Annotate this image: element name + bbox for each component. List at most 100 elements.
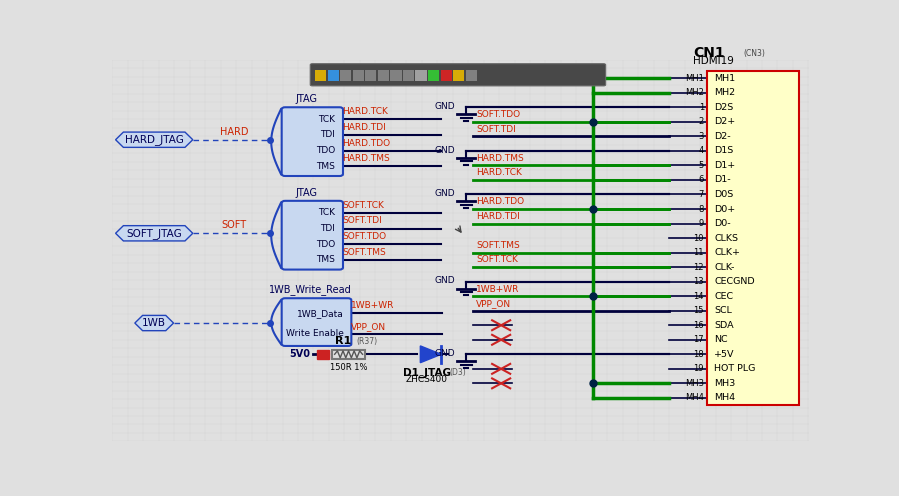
Bar — [403, 70, 414, 81]
Text: 1: 1 — [699, 103, 704, 112]
Text: VPP_ON: VPP_ON — [476, 299, 512, 308]
Text: CECGND: CECGND — [715, 277, 755, 286]
Text: D0-: D0- — [715, 219, 731, 228]
Bar — [316, 350, 329, 359]
Text: SDA: SDA — [715, 321, 734, 330]
Bar — [316, 70, 326, 81]
FancyBboxPatch shape — [281, 298, 352, 346]
Text: SOFT.TDO: SOFT.TDO — [343, 232, 387, 241]
Text: SOFT.TDI: SOFT.TDI — [476, 124, 516, 134]
Text: HARD.TMS: HARD.TMS — [343, 154, 390, 163]
Text: 7: 7 — [699, 190, 704, 199]
Text: GND: GND — [434, 349, 455, 358]
Text: (D3): (D3) — [449, 368, 466, 376]
Text: 14: 14 — [693, 292, 704, 301]
Text: 2: 2 — [699, 118, 704, 126]
Text: SOFT.TDI: SOFT.TDI — [343, 216, 382, 226]
Text: Write Enable: Write Enable — [286, 329, 343, 338]
Text: 9: 9 — [699, 219, 704, 228]
Polygon shape — [116, 226, 192, 241]
Text: HARD.TCK: HARD.TCK — [476, 168, 522, 177]
Text: 3: 3 — [699, 132, 704, 141]
Text: 10: 10 — [693, 234, 704, 243]
Text: D2S: D2S — [715, 103, 734, 112]
Bar — [466, 70, 476, 81]
Text: SOFT_JTAG: SOFT_JTAG — [126, 228, 182, 239]
Text: 8: 8 — [699, 204, 704, 213]
Text: SCL: SCL — [715, 306, 732, 315]
Text: 15: 15 — [693, 306, 704, 315]
Bar — [365, 70, 377, 81]
Text: JTAG: JTAG — [296, 94, 318, 104]
Text: D2-: D2- — [715, 132, 731, 141]
Text: 12: 12 — [693, 262, 704, 272]
Text: D1-: D1- — [715, 176, 731, 185]
Bar — [390, 70, 402, 81]
Text: MH2: MH2 — [685, 88, 704, 97]
Text: GND: GND — [434, 102, 455, 111]
Bar — [352, 70, 364, 81]
Text: HARD_JTAG: HARD_JTAG — [125, 134, 183, 145]
Text: TDI: TDI — [320, 224, 335, 233]
Text: TDO: TDO — [316, 146, 335, 155]
Polygon shape — [135, 315, 174, 331]
Text: +5V: +5V — [715, 350, 734, 359]
Text: (CN3): (CN3) — [743, 50, 765, 59]
Text: TMS: TMS — [316, 162, 335, 171]
Text: NC: NC — [715, 335, 728, 344]
Text: SOFT.TDO: SOFT.TDO — [476, 110, 521, 119]
Text: HARD.TMS: HARD.TMS — [476, 154, 524, 163]
Text: SOFT.TMS: SOFT.TMS — [476, 241, 520, 250]
Text: D0S: D0S — [715, 190, 734, 199]
Text: 1WB_Data: 1WB_Data — [297, 309, 343, 318]
Text: 5: 5 — [699, 161, 704, 170]
Text: 1WB+WR: 1WB+WR — [476, 285, 520, 294]
Text: 19: 19 — [693, 365, 704, 373]
Bar — [340, 70, 352, 81]
Text: SOFT.TMS: SOFT.TMS — [343, 248, 386, 257]
Text: 5V0: 5V0 — [289, 349, 310, 359]
Text: R1: R1 — [335, 336, 352, 346]
Text: GND: GND — [434, 276, 455, 285]
Text: D1+: D1+ — [715, 161, 735, 170]
Text: HARD.TCK: HARD.TCK — [343, 107, 388, 116]
Bar — [415, 70, 427, 81]
Bar — [428, 70, 439, 81]
Text: D2+: D2+ — [715, 118, 735, 126]
Text: HARD.TDI: HARD.TDI — [476, 212, 520, 221]
Text: GND: GND — [434, 189, 455, 198]
Text: TDO: TDO — [316, 240, 335, 248]
Text: MH1: MH1 — [715, 74, 735, 83]
Text: (R37): (R37) — [356, 337, 377, 346]
Text: D1_JTAG: D1_JTAG — [403, 368, 450, 378]
Bar — [441, 70, 451, 81]
Text: CLKS: CLKS — [715, 234, 738, 243]
Text: HARD.TDO: HARD.TDO — [343, 138, 390, 148]
Bar — [453, 70, 464, 81]
Text: CLK+: CLK+ — [715, 248, 741, 257]
Bar — [332, 350, 365, 359]
Bar — [708, 71, 799, 405]
Text: MH3: MH3 — [685, 379, 704, 388]
Text: HARD: HARD — [220, 126, 248, 137]
Text: TMS: TMS — [316, 255, 335, 264]
Text: 1WB: 1WB — [142, 318, 166, 328]
Text: TCK: TCK — [318, 208, 335, 217]
Text: SOFT.TCK: SOFT.TCK — [343, 201, 384, 210]
Text: 13: 13 — [693, 277, 704, 286]
Text: HOT PLG: HOT PLG — [715, 365, 756, 373]
Text: 16: 16 — [693, 321, 704, 330]
Text: 18: 18 — [693, 350, 704, 359]
Polygon shape — [421, 346, 441, 363]
Text: 11: 11 — [693, 248, 704, 257]
Text: D0+: D0+ — [715, 204, 735, 213]
Text: CLK-: CLK- — [715, 262, 734, 272]
Text: SOFT.TCK: SOFT.TCK — [476, 255, 518, 264]
Text: 1WB+WR: 1WB+WR — [351, 302, 394, 310]
Text: HDMI19: HDMI19 — [693, 57, 734, 66]
Text: 150R 1%: 150R 1% — [330, 363, 368, 372]
Text: 6: 6 — [699, 176, 704, 185]
Text: MH4: MH4 — [715, 393, 735, 402]
Text: VPP_ON: VPP_ON — [351, 322, 386, 331]
Text: HARD.TDI: HARD.TDI — [343, 123, 386, 132]
